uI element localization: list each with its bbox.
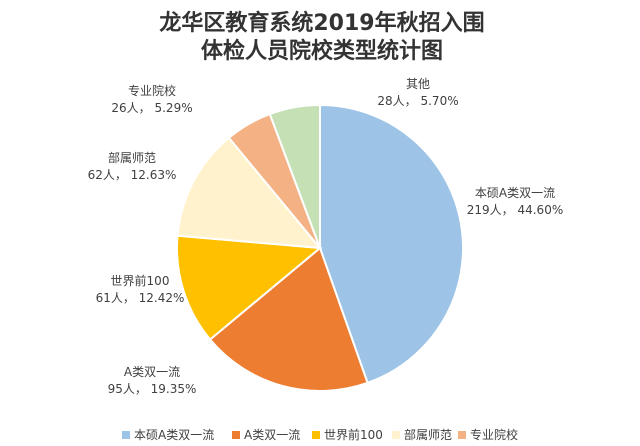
data-label-count: 26人， [111,101,150,115]
pie-slice-0 [319,103,465,385]
data-label-value: 62人， 12.63% [88,168,177,182]
legend-swatch [122,431,130,439]
data-label-percent: 5.70% [417,94,459,108]
data-label-0: 本硕A类双一流 219人， 44.60% [467,186,563,217]
legend-label: 专业院校 [470,427,518,442]
chart-title-line: 体检人员院校类型统计图 [201,38,443,64]
legend-label: 部属师范 [404,427,452,442]
chart-title-line: 龙华区教育系统2019年秋招入围 [159,10,484,36]
legend-item: 部属师范 [392,427,452,442]
data-label-count: 219人， [467,203,514,217]
legend-item: 专业院校 [458,427,518,442]
pie-slice-2 [176,234,323,341]
pie-slice-5 [268,103,321,249]
data-label-name: 其他 [406,77,430,91]
data-label-percent: 5.29% [151,101,193,115]
legend-swatch [392,431,400,439]
data-label-name: 本硕A类双一流 [475,186,555,200]
pie-slice-3 [176,136,323,250]
legend-swatch [312,431,320,439]
data-label-5: 其他 28人， 5.70% [377,77,458,108]
legend-swatch [458,431,466,439]
legend-label: 本硕A类双一流 [134,428,214,442]
data-label-percent: 19.35% [147,382,197,396]
data-label-name: A类双一流 [124,365,180,379]
pie-slice-1 [208,246,369,393]
data-label-value: 95人， 19.35% [108,382,197,396]
data-label-percent: 12.42% [135,291,185,305]
data-label-value: 61人， 12.42% [96,291,185,305]
data-label-count: 28人， [377,94,416,108]
legend-label: 世界前100 [324,427,383,442]
legend-swatch [232,431,240,439]
data-label-count: 95人， [108,382,147,396]
data-label-1: A类双一流 95人， 19.35% [108,365,197,396]
data-label-name: 世界前100 [111,273,170,288]
data-label-value: 28人， 5.70% [377,94,458,108]
data-label-name: 专业院校 [128,83,176,98]
data-label-count: 62人， [88,168,127,182]
data-label-value: 26人， 5.29% [111,101,192,115]
data-label-percent: 12.63% [127,168,177,182]
data-label-3: 部属师范 62人， 12.63% [88,150,177,182]
data-label-count: 61人， [96,291,135,305]
data-label-4: 专业院校 26人， 5.29% [111,83,192,115]
legend-item: 本硕A类双一流 [122,428,214,442]
data-label-name: 部属师范 [108,150,156,165]
legend-item: 世界前100 [312,427,383,442]
data-label-percent: 44.60% [514,203,564,217]
legend-label: A类双一流 [244,428,300,442]
data-label-value: 219人， 44.60% [467,203,563,217]
legend-item: A类双一流 [232,428,300,442]
data-label-2: 世界前100 61人， 12.42% [96,273,185,305]
